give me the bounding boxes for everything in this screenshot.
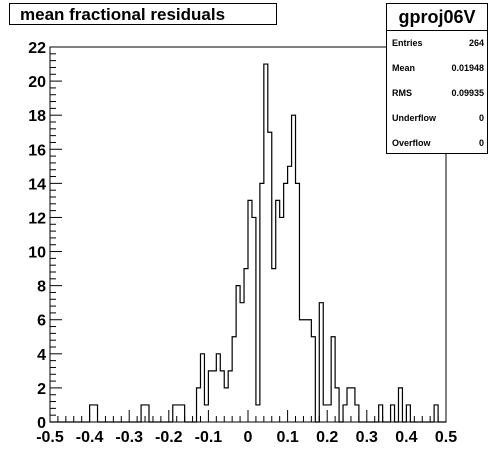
y-tick-label: 10	[28, 245, 46, 262]
y-tick-label: 22	[28, 40, 46, 57]
stats-histogram-name: gproj06V	[387, 4, 487, 31]
y-tick-label: 4	[37, 347, 46, 364]
y-tick-label: 20	[28, 74, 46, 91]
stats-key: Underflow	[392, 113, 436, 123]
x-tick-label: 0.2	[316, 429, 338, 446]
x-tick-label: -0.2	[155, 429, 183, 446]
x-tick-label: 0.3	[356, 429, 378, 446]
stats-value: 0	[478, 138, 484, 148]
x-tick-label: -0.5	[36, 429, 64, 446]
y-tick-label: 0	[37, 415, 46, 432]
y-tick-label: 2	[37, 381, 46, 398]
stats-value: 0	[478, 113, 484, 123]
title-box: mean fractional residuals	[9, 3, 277, 25]
axis-tick-labels: -0.5 -0.4 -0.3 -0.2 -0.1 0 0.1 0.2 0.3 0.4 0.5 0 2 4 6…	[28, 40, 457, 446]
histogram-line	[50, 63, 446, 423]
y-tick-label: 18	[28, 108, 46, 125]
y-tick-label: 12	[28, 210, 46, 227]
x-tick-label: -0.1	[195, 429, 223, 446]
x-tick-label: -0.4	[76, 429, 104, 446]
stats-key: RMS	[392, 88, 412, 98]
x-tick-label: 0	[244, 429, 253, 446]
x-tick-label: 0.5	[435, 429, 457, 446]
y-tick-label: 16	[28, 142, 46, 159]
stats-key: Mean	[392, 63, 416, 73]
y-tick-label: 6	[37, 313, 46, 330]
stats-value: 264	[468, 38, 484, 48]
stats-key: Overflow	[392, 138, 431, 148]
x-tick-label: 0.1	[276, 429, 298, 446]
stats-value: 0.09935	[451, 88, 484, 98]
y-tick-label: 14	[28, 176, 46, 193]
y-tick-label: 8	[37, 279, 46, 296]
x-tick-label: 0.4	[395, 429, 417, 446]
stats-key: Entries	[392, 38, 423, 48]
x-tick-label: -0.3	[115, 429, 143, 446]
stats-box: gproj06V Entries 264 Mean 0.01948 RMS 0.…	[386, 3, 488, 154]
chart-title: mean fractional residuals	[20, 5, 226, 24]
stats-value: 0.01948	[451, 63, 484, 73]
